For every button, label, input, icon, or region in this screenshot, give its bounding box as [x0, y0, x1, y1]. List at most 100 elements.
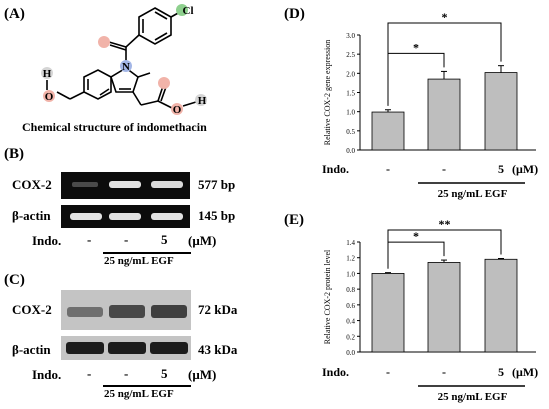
panel-a-letter: (A) [4, 6, 25, 22]
hydrogen-atom-marker [195, 94, 207, 106]
significance-label: * [413, 40, 419, 54]
category-label: 5 [498, 162, 504, 176]
wb-row-label-actin: β-actin [12, 342, 51, 357]
gel-row-label-actin: β-actin [12, 208, 51, 223]
oxygen-atom-marker [98, 36, 110, 48]
chlorine-atom-marker [176, 4, 188, 16]
bar [484, 258, 518, 353]
wb-lane-1: - [87, 366, 92, 381]
y-tick-label: 1.4 [346, 239, 355, 247]
nitrogen-atom-marker [120, 60, 132, 72]
panel-d-letter: (D) [284, 6, 305, 22]
wb-indo-label: Indo. [32, 367, 62, 382]
blot-band [67, 307, 103, 317]
gel-row-label-cox2: COX-2 [12, 177, 52, 192]
gel-band [151, 181, 183, 188]
gel-size-cox2: 577 bp [198, 177, 236, 192]
wb-row-label-cox2: COX-2 [12, 302, 52, 317]
bar [371, 111, 405, 151]
unit-label: (μM) [512, 365, 538, 379]
wb-unit: (μM) [188, 367, 217, 382]
wb-egf-line [103, 385, 191, 387]
bar [427, 262, 461, 353]
blot-band [150, 342, 188, 354]
blot-actin [61, 336, 191, 360]
y-tick-label: 0.6 [346, 302, 355, 310]
blot-band [108, 342, 146, 354]
hydrogen-atom-marker [41, 67, 53, 79]
wb-size-actin: 43 kDa [198, 342, 238, 357]
y-tick-label: 0.0 [346, 349, 355, 357]
atom-n: N [122, 61, 130, 73]
egf-label: 25 ng/mL EGF [438, 391, 508, 403]
atom-h-left: H [43, 68, 52, 80]
y-tick-label: 0.4 [346, 318, 355, 326]
wb-egf-label: 25 ng/mL EGF [104, 388, 174, 400]
y-tick-label: 0.0 [346, 147, 355, 155]
wb-size-cox2: 72 kDa [198, 302, 238, 317]
atom-o-left: O [45, 91, 54, 103]
gel-band [109, 213, 141, 220]
category-label: - [386, 162, 390, 176]
gel-egf-line [103, 252, 191, 254]
unit-label: (μM) [512, 162, 538, 176]
egf-label: 25 ng/mL EGF [438, 188, 508, 200]
wb-lane-2: - [124, 366, 129, 381]
chart-e: 0.0 0.2 0.4 0.6 0.8 1.0 1.2 1.4 Relative COX-2 p… [322, 217, 538, 403]
bar [427, 78, 461, 151]
significance-label: * [413, 229, 419, 243]
y-axis-label: Relative COX-2 protein level [323, 249, 332, 344]
category-label: 5 [498, 365, 504, 379]
gel-band [109, 181, 141, 188]
bar [484, 72, 518, 151]
y-tick-label: 1.5 [346, 90, 355, 98]
significance-bracket [387, 229, 502, 269]
blot-band [109, 305, 145, 318]
category-label: - [442, 365, 446, 379]
blot-cox2 [61, 290, 191, 330]
y-tick-label: 0.8 [346, 286, 355, 294]
y-tick-label: 1.0 [346, 109, 355, 117]
y-tick-label: 1.2 [346, 255, 355, 263]
gel-egf-label: 25 ng/mL EGF [104, 255, 174, 267]
oxygen-atom-marker [43, 90, 55, 102]
gel-indo-label: Indo. [32, 233, 62, 248]
atom-cl: Cl [183, 5, 194, 17]
gel-cox2 [61, 172, 190, 199]
y-tick-label: 2.5 [346, 51, 355, 59]
gel-band [72, 182, 98, 187]
y-tick-label: 1.0 [346, 270, 355, 278]
wb-lane-3: 5 [161, 366, 168, 381]
chart-d: 0.0 0.5 1.0 1.5 2.0 2.5 3.0 Relative COX-2 gene… [322, 10, 538, 200]
panel-b-letter: (B) [4, 146, 24, 162]
oxygen-atom-marker [171, 103, 183, 115]
y-tick-label: 0.2 [346, 333, 355, 341]
structure-caption: Chemical structure of indomethacin [22, 120, 207, 134]
panel-e-letter: (E) [284, 212, 304, 228]
gel-unit: (μM) [188, 233, 217, 248]
indo-label: Indo. [322, 365, 349, 379]
y-axis-label: Relative COX-2 gene expression [323, 40, 332, 146]
y-tick-label: 2.0 [346, 70, 355, 78]
bar [371, 273, 405, 353]
panel-c-letter: (C) [4, 272, 25, 288]
y-tick-label: 3.0 [346, 32, 355, 40]
oxygen-atom-marker [158, 77, 170, 89]
gel-lane-1: - [87, 232, 92, 247]
blot-band [151, 305, 187, 318]
gel-lane-2: - [124, 232, 129, 247]
significance-label: * [442, 10, 448, 24]
y-tick-label: 0.5 [346, 128, 355, 136]
gel-actin [61, 205, 190, 228]
atom-o-right: O [173, 104, 182, 116]
indomethacin-structure: Cl N H O O H [41, 4, 207, 116]
gel-size-actin: 145 bp [198, 208, 236, 223]
category-label: - [442, 162, 446, 176]
atom-h-right: H [198, 95, 207, 107]
gel-lane-3: 5 [161, 232, 168, 247]
indo-label: Indo. [322, 162, 349, 176]
category-label: - [386, 365, 390, 379]
significance-bracket [387, 22, 502, 106]
blot-band [66, 342, 104, 354]
